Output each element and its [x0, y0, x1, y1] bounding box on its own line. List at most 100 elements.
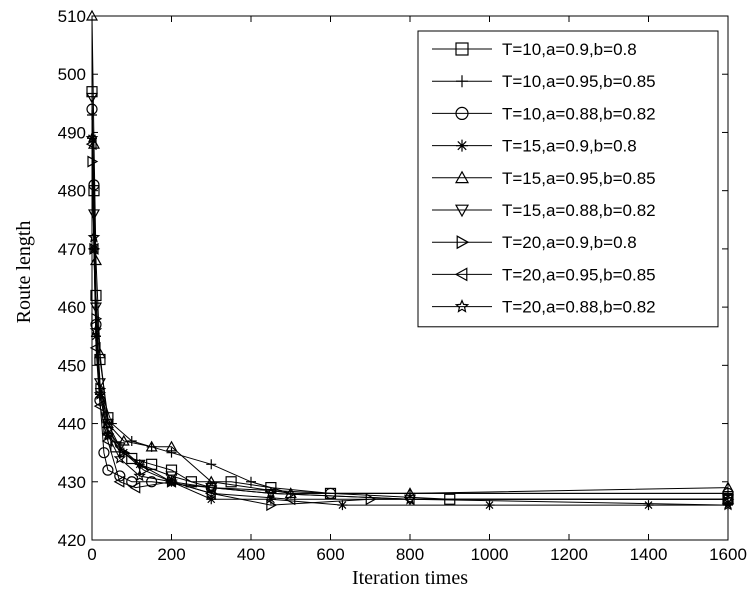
y-tick-label: 490 [58, 123, 86, 142]
legend-label: T=10,a=0.88,b=0.82 [502, 104, 656, 123]
data-point [85, 92, 99, 104]
legend-entry: T=10,a=0.9,b=0.8 [432, 40, 637, 59]
data-point [85, 131, 99, 144]
legend-marker [455, 42, 469, 56]
data-point [133, 469, 146, 482]
data-point [87, 133, 97, 144]
data-point [185, 476, 197, 488]
data-point [113, 475, 125, 488]
x-tick-label: 1000 [471, 545, 509, 564]
legend-entry: T=10,a=0.95,b=0.85 [432, 72, 656, 91]
x-tick-label: 400 [237, 545, 265, 564]
data-point [113, 442, 126, 454]
y-tick-label: 420 [58, 531, 86, 550]
data-point [403, 487, 417, 499]
data-point [113, 451, 127, 464]
data-point [89, 323, 103, 336]
legend-marker [455, 106, 469, 121]
data-point [129, 481, 141, 494]
data-point [484, 500, 495, 511]
x-axis-title: Iteration times [352, 567, 468, 589]
data-point [89, 341, 101, 354]
legend-entry: T=20,a=0.95,b=0.85 [432, 265, 656, 284]
legend-label: T=20,a=0.88,b=0.82 [502, 298, 656, 317]
data-point [721, 494, 735, 506]
legend-entry: T=20,a=0.9,b=0.8 [432, 233, 637, 252]
data-point [93, 400, 105, 413]
data-point [403, 492, 417, 505]
legend-marker [456, 75, 468, 88]
data-point [225, 476, 237, 488]
legend: T=10,a=0.9,b=0.8 T=10,a=0.95,b=0.85 T=10,a… [417, 30, 719, 328]
y-tick-label: 450 [58, 356, 86, 375]
legend-entry: T=15,a=0.9,b=0.8 [432, 137, 637, 156]
data-point [721, 498, 735, 511]
data-point [102, 464, 114, 476]
data-point [643, 500, 654, 511]
legend-entry: T=20,a=0.88,b=0.82 [432, 298, 656, 317]
y-tick-label: 480 [58, 182, 86, 201]
data-point [98, 447, 110, 459]
data-point [126, 436, 137, 447]
legend-label: T=15,a=0.95,b=0.85 [502, 169, 656, 188]
data-point [206, 459, 217, 470]
y-tick-label: 510 [58, 7, 86, 26]
data-point [85, 138, 97, 151]
series-line [91, 138, 729, 506]
legend-marker [454, 267, 468, 282]
data-point [91, 312, 103, 325]
data-point [165, 440, 178, 452]
legend-entry: T=15,a=0.88,b=0.82 [432, 201, 656, 220]
data-point [165, 471, 178, 483]
y-axis-title: Route length [13, 221, 35, 324]
x-tick-label: 1600 [709, 545, 747, 564]
data-point [126, 452, 138, 465]
y-tick-label: 430 [58, 473, 86, 492]
legend-label: T=15,a=0.9,b=0.8 [502, 137, 637, 156]
data-point [165, 475, 178, 488]
legend-marker [454, 204, 470, 218]
data-point [264, 486, 278, 499]
data-point [337, 500, 348, 511]
data-point [284, 493, 296, 506]
data-point [101, 428, 115, 441]
data-point [146, 458, 158, 470]
tick-layer: 0 200 400 600 800 1000 1200 1400 1600 420 430 440 45… [58, 7, 747, 564]
y-tick-label: 500 [58, 65, 86, 84]
data-point [166, 447, 177, 458]
legend-marker [454, 170, 470, 184]
y-tick-label: 470 [58, 240, 86, 259]
legend-marker [456, 235, 470, 250]
legend-label: T=20,a=0.9,b=0.8 [502, 233, 637, 252]
legend-label: T=20,a=0.95,b=0.85 [502, 265, 656, 284]
legend-label: T=10,a=0.95,b=0.85 [502, 72, 656, 91]
legend-box [417, 30, 719, 328]
legend-marker [456, 139, 468, 152]
data-point [205, 475, 218, 487]
y-tick-label: 440 [58, 415, 86, 434]
data-point [205, 487, 216, 500]
data-point [722, 487, 734, 500]
legend-entry: T=10,a=0.88,b=0.82 [432, 104, 656, 123]
data-point [93, 378, 106, 390]
legend-entry: T=15,a=0.95,b=0.85 [432, 169, 656, 188]
x-tick-label: 1200 [550, 545, 588, 564]
series-layer [85, 9, 735, 512]
x-tick-label: 800 [396, 545, 424, 564]
data-point [721, 481, 735, 493]
data-point [87, 230, 101, 243]
data-point [89, 254, 102, 266]
data-point [87, 209, 101, 221]
legend-marker [454, 299, 470, 313]
data-point [266, 499, 278, 512]
data-point [145, 440, 158, 452]
x-tick-label: 0 [87, 545, 96, 564]
data-point [246, 476, 256, 487]
data-point [86, 86, 98, 98]
data-point [205, 481, 218, 493]
legend-label: T=10,a=0.9,b=0.8 [502, 40, 637, 59]
x-tick-label: 1400 [630, 545, 668, 564]
series-9 [85, 131, 735, 511]
data-point [206, 494, 217, 505]
